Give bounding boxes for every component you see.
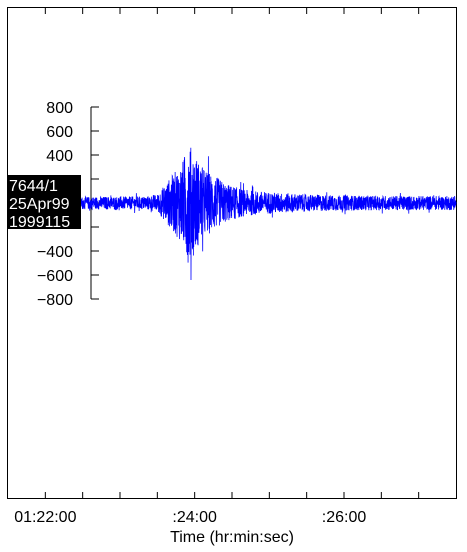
- station-label-line: 1999115: [9, 214, 70, 231]
- y-tick-label: 600: [46, 124, 73, 141]
- plot-frame: [7, 7, 457, 499]
- station-label-line: 7644/1: [9, 178, 58, 195]
- y-tick-label: 400: [46, 148, 73, 165]
- y-tick-label: −400: [37, 244, 73, 261]
- y-tick-label: −800: [37, 292, 73, 309]
- y-tick-label: 800: [46, 100, 73, 117]
- x-tick-label: :26:00: [322, 509, 367, 526]
- station-label-line: 25Apr99: [9, 196, 70, 213]
- x-axis: 01:22:00 :24:00 :26:00: [14, 8, 420, 526]
- station-label-bg: [7, 175, 81, 229]
- x-tick-label: 01:22:00: [14, 509, 76, 526]
- trace-layer: [7, 147, 457, 280]
- seismogram-trace: [7, 147, 457, 280]
- x-axis-label: Time (hr:min:sec): [170, 529, 294, 546]
- y-tick-label: −600: [37, 268, 73, 285]
- y-axis: 800 600 400 −400 −600 −800: [37, 100, 99, 309]
- x-tick-label: :24:00: [172, 509, 217, 526]
